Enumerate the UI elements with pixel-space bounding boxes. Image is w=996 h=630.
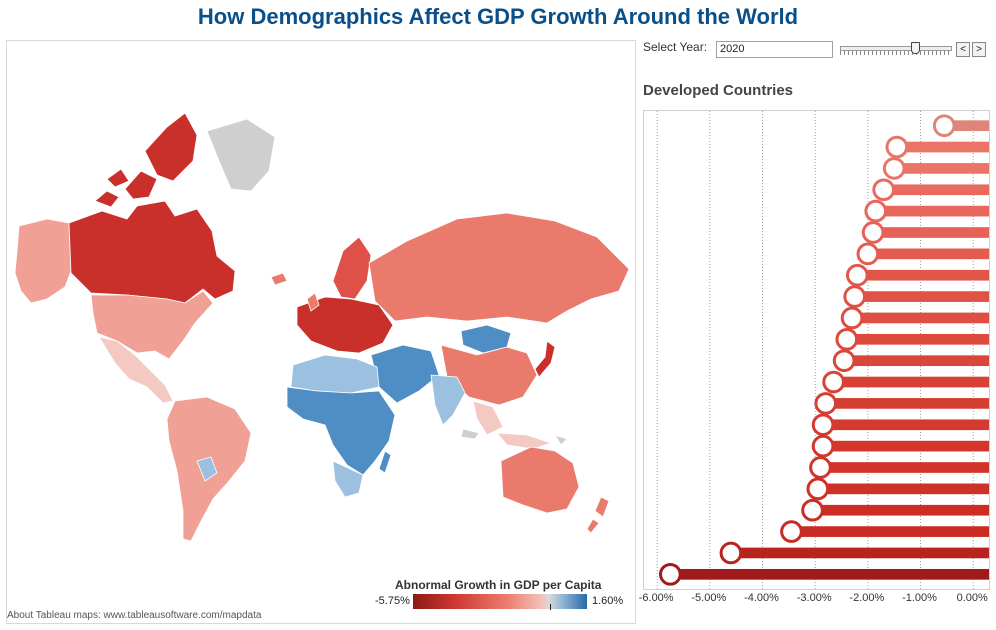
x-tick-label: 0.00%: [956, 592, 988, 604]
bar-japan[interactable]: [670, 568, 989, 580]
bar-finland[interactable]: [791, 526, 989, 537]
region-arctic-islands[interactable]: [94, 112, 198, 208]
slider-thumb[interactable]: [911, 42, 920, 54]
region-southern-africa[interactable]: [332, 460, 364, 498]
flag-marker-united-states[interactable]: [872, 178, 895, 202]
slider-ticks: [840, 51, 950, 55]
year-slider[interactable]: [840, 42, 952, 58]
flag-marker-norway[interactable]: [885, 135, 909, 159]
region-russia[interactable]: [368, 212, 630, 324]
bar-denmark[interactable]: [854, 291, 989, 302]
bar-united-states[interactable]: [883, 184, 989, 196]
bar-united-kingdom[interactable]: [894, 163, 989, 174]
flag-marker-united-kingdom[interactable]: [882, 157, 906, 180]
bar-portugal[interactable]: [823, 440, 989, 452]
region-southeast-asia[interactable]: [472, 400, 553, 450]
flag-marker-australia[interactable]: [840, 306, 864, 330]
bar-sweden[interactable]: [873, 227, 989, 238]
region-japan[interactable]: [534, 340, 556, 378]
bar-chart-title: Developed Countries: [643, 82, 794, 99]
x-tick-label: -2.00%: [849, 592, 885, 604]
flag-marker-italy[interactable]: [801, 498, 824, 522]
legend-min-label: -5.75%: [375, 595, 410, 607]
world-map-panel[interactable]: Abnormal Growth in GDP per Capita -5.75%…: [6, 40, 636, 624]
previous-year-button[interactable]: <: [956, 42, 970, 57]
bar-netherlands[interactable]: [820, 462, 989, 473]
flag-marker-austria[interactable]: [856, 242, 880, 266]
x-tick-label: -6.00%: [638, 592, 674, 604]
bar-france[interactable]: [846, 333, 989, 345]
region-greenland[interactable]: [206, 118, 276, 192]
x-tick-label: -4.00%: [744, 592, 779, 604]
region-sub-saharan-africa[interactable]: [286, 386, 396, 476]
next-year-button[interactable]: >: [972, 42, 986, 57]
flag-marker-finland[interactable]: [780, 520, 803, 543]
bar-ireland[interactable]: [944, 120, 989, 132]
legend-color-scale: [413, 594, 587, 609]
slider-track[interactable]: [840, 46, 952, 51]
region-madagascar[interactable]: [378, 450, 392, 474]
legend-title: Abnormal Growth in GDP per Capita: [395, 578, 602, 592]
flag-marker-switzerland[interactable]: [822, 370, 845, 394]
flag-marker-france[interactable]: [835, 327, 859, 351]
flag-marker-japan[interactable]: [659, 562, 682, 586]
flag-marker-ireland[interactable]: [932, 114, 956, 138]
bar-chart-x-axis: -6.00% -5.00% -4.00% -3.00% -2.00% -1.00% 0.00…: [639, 592, 993, 608]
flag-marker-belgium[interactable]: [845, 263, 869, 287]
page-title: How Demographics Affect GDP Growth Aroun…: [197, 4, 799, 29]
region-uk[interactable]: [270, 272, 320, 312]
bar-australia[interactable]: [852, 312, 989, 324]
year-label: Select Year:: [643, 40, 708, 54]
region-europe[interactable]: [296, 296, 394, 354]
region-new-zealand[interactable]: [586, 496, 610, 534]
region-north-africa[interactable]: [290, 354, 380, 394]
region-canada[interactable]: [68, 200, 236, 304]
region-middle-east[interactable]: [370, 344, 440, 404]
bar-singapore[interactable]: [730, 547, 989, 559]
flag-marker-new-zealand[interactable]: [864, 199, 888, 223]
bar-spain[interactable]: [844, 355, 989, 367]
region-indonesia[interactable]: [460, 428, 568, 446]
bar-new-zealand[interactable]: [875, 205, 989, 217]
flag-marker-denmark[interactable]: [843, 285, 867, 308]
bar-chart: [656, 111, 989, 589]
region-alaska[interactable]: [14, 218, 72, 304]
region-usa[interactable]: [90, 290, 214, 360]
bar-greece[interactable]: [825, 398, 989, 409]
flag-marker-netherlands[interactable]: [809, 456, 832, 479]
flag-marker-canada[interactable]: [811, 413, 835, 437]
map-credit-link[interactable]: About Tableau maps: www.tableausoftware.…: [7, 610, 262, 621]
flag-marker-sweden[interactable]: [861, 221, 885, 244]
bar-austria[interactable]: [867, 248, 989, 260]
region-india[interactable]: [430, 374, 466, 426]
bar-belgium[interactable]: [857, 269, 989, 281]
region-mexico[interactable]: [98, 336, 174, 404]
flag-marker-germany[interactable]: [806, 477, 830, 501]
bar-canada[interactable]: [823, 419, 989, 431]
flag-marker-singapore[interactable]: [719, 541, 743, 565]
bar-norway[interactable]: [896, 141, 989, 153]
legend-max-label: 1.60%: [592, 595, 624, 607]
bar-germany[interactable]: [817, 483, 989, 495]
bar-italy[interactable]: [812, 504, 989, 516]
x-tick-label: -3.00%: [796, 592, 832, 604]
flag-marker-greece[interactable]: [814, 392, 838, 415]
flag-marker-spain[interactable]: [832, 349, 856, 373]
bar-switzerland[interactable]: [833, 376, 989, 388]
legend-zero-tick: [550, 604, 551, 610]
flag-marker-portugal[interactable]: [811, 434, 835, 458]
bar-chart-panel: [643, 110, 990, 590]
region-australia[interactable]: [500, 446, 580, 514]
x-tick-label: -5.00%: [691, 592, 727, 604]
world-map[interactable]: [7, 41, 635, 623]
x-tick-label: -1.00%: [902, 592, 937, 604]
region-scandinavia[interactable]: [332, 236, 372, 300]
region-brazil-west[interactable]: [196, 456, 218, 482]
year-input[interactable]: 2020: [716, 41, 833, 58]
